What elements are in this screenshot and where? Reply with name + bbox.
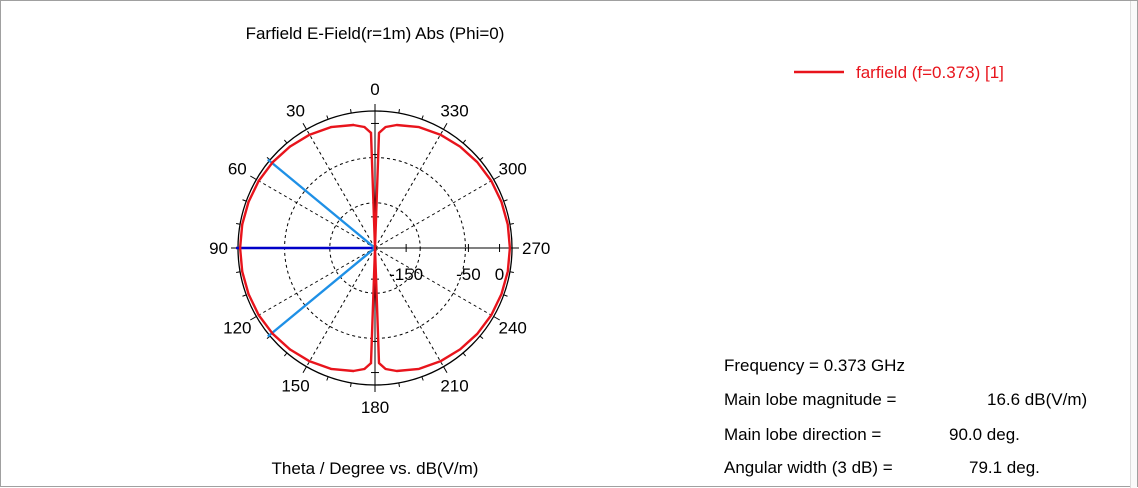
frequency-text: Frequency = 0.373 GHz xyxy=(724,356,905,375)
angle-tick-290 xyxy=(503,199,508,202)
angular-width-label: Angular width (3 dB) = xyxy=(724,458,893,477)
angle-label-30: 30 xyxy=(286,101,305,120)
grid-spoke-150 xyxy=(306,247,376,367)
angular-width-value: 79.1 deg. xyxy=(969,458,1040,477)
angle-tick-200 xyxy=(421,376,424,381)
angle-tick-80 xyxy=(236,223,241,225)
series-point-178 xyxy=(369,361,373,365)
angle-tick-240 xyxy=(493,316,500,321)
angle-tick-330 xyxy=(443,123,448,130)
angle-tick-100 xyxy=(236,271,241,273)
angle-tick-340 xyxy=(421,115,424,120)
angle-label-120: 120 xyxy=(223,319,251,338)
angle-label-210: 210 xyxy=(440,377,468,396)
angle-tick-250 xyxy=(503,294,508,297)
angle-tick-190 xyxy=(398,382,400,387)
angle-tick-170 xyxy=(350,382,352,387)
series-point-70 xyxy=(247,200,250,204)
marker-lines xyxy=(236,158,376,338)
series-point-100 xyxy=(241,270,244,273)
angle-label-180: 180 xyxy=(361,398,389,417)
series-point-90 xyxy=(238,246,242,250)
window-edge xyxy=(1130,1,1137,488)
series-point-2 xyxy=(369,131,373,135)
angle-label-60: 60 xyxy=(228,160,247,179)
angle-tick-320 xyxy=(462,139,467,144)
series-point-40 xyxy=(288,145,292,148)
angle-tick-120 xyxy=(250,316,257,321)
angle-tick-140 xyxy=(283,352,288,357)
series-point-50 xyxy=(271,160,274,164)
grid-spoke-210 xyxy=(374,247,444,367)
legend: farfield (f=0.373) [1] xyxy=(794,63,1004,82)
series-point-80 xyxy=(241,223,244,226)
angle-label-240: 240 xyxy=(499,319,527,338)
series-point-130 xyxy=(271,332,274,336)
grid-spoke-300 xyxy=(374,179,494,249)
angle-tick-260 xyxy=(509,271,514,273)
angle-tick-10 xyxy=(350,109,352,114)
angle-tick-150 xyxy=(302,366,307,373)
angle-label-150: 150 xyxy=(281,377,309,396)
angle-tick-310 xyxy=(479,156,484,161)
angle-label-90: 90 xyxy=(209,239,228,258)
angle-tick-210 xyxy=(443,366,448,373)
angle-tick-220 xyxy=(462,352,467,357)
3dB-beamwidth-edge-lower xyxy=(267,247,376,338)
series-point-180 xyxy=(373,246,377,250)
legend-label: farfield (f=0.373) [1] xyxy=(856,63,1004,82)
series-point-5 xyxy=(363,125,366,129)
grid-spoke-240 xyxy=(374,247,494,317)
angle-label-0: 0 xyxy=(370,80,379,99)
radial-label--50: -50 xyxy=(456,265,481,284)
grid-spoke-30 xyxy=(306,129,376,249)
main-lobe-direction-label: Main lobe direction = xyxy=(724,425,882,444)
angle-tick-280 xyxy=(509,223,514,225)
series-point-160 xyxy=(329,367,333,371)
3dB-beamwidth-edge-upper xyxy=(267,158,376,249)
chart-title: Farfield E-Field(r=1m) Abs (Phi=0) xyxy=(246,24,505,43)
angle-tick-70 xyxy=(242,199,247,202)
series-point-20 xyxy=(329,125,333,129)
angle-tick-350 xyxy=(398,109,400,114)
angle-label-330: 330 xyxy=(440,101,468,120)
radial-tick-labels: -150 -50 0 xyxy=(389,265,504,284)
series-point-140 xyxy=(288,348,292,351)
radial-label--150: -150 xyxy=(389,265,423,284)
grid-spoke-330 xyxy=(374,129,444,249)
series-point-10 xyxy=(352,123,355,127)
main-lobe-direction-value: 90.0 deg. xyxy=(949,425,1020,444)
main-lobe-magnitude-label: Main lobe magnitude = xyxy=(724,390,897,409)
main-lobe-magnitude-value: 16.6 dB(V/m) xyxy=(987,390,1088,409)
series-point-170 xyxy=(352,369,355,373)
series-point-175 xyxy=(363,367,366,371)
grid-spoke-60 xyxy=(256,179,376,249)
series-layer xyxy=(238,123,512,373)
angle-tick-40 xyxy=(283,139,288,144)
angle-tick-110 xyxy=(242,294,247,297)
angle-tick-labels: 0 30 60 90 120 150 180 210 240 270 300 330 xyxy=(209,80,550,417)
angle-tick-230 xyxy=(479,335,484,340)
angle-tick-160 xyxy=(326,376,329,381)
angle-tick-30 xyxy=(302,123,307,130)
angle-tick-60 xyxy=(250,175,257,180)
series-point-110 xyxy=(247,292,250,296)
grid-spoke-120 xyxy=(256,247,376,317)
series-point-30 xyxy=(308,133,311,136)
angle-label-300: 300 xyxy=(499,160,527,179)
radial-label-0: 0 xyxy=(495,265,504,284)
series-point-150 xyxy=(308,360,311,363)
series-point-120 xyxy=(257,313,260,317)
series-point-60 xyxy=(257,179,260,183)
angle-tick-20 xyxy=(326,115,329,120)
angle-tick-300 xyxy=(493,175,500,180)
x-axis-label: Theta / Degree vs. dB(V/m) xyxy=(272,459,479,478)
angle-label-270: 270 xyxy=(522,239,550,258)
